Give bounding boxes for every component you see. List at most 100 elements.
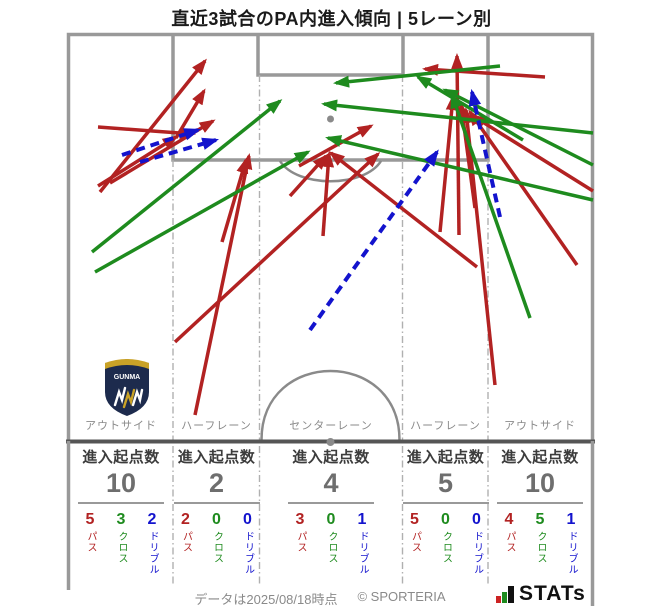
footer: データは2025/08/18時点 © SPORTERIA: [140, 589, 500, 608]
dribble-label: ドリブル: [566, 531, 577, 576]
pass-label: パス: [180, 531, 192, 554]
stat-underline: [78, 501, 164, 504]
data-date-note: データは2025/08/18時点: [194, 592, 338, 607]
stats-column-outside-left: 進入起点数 10 5 パス 3 クロス 2 ドリブル: [70, 446, 172, 577]
lane-label-half-right: ハーフレーン: [410, 420, 481, 432]
dribble-label: ドリブル: [242, 531, 254, 576]
stat-underline: [402, 501, 489, 504]
stats-column-centre: 進入起点数 4 3 パス 0 クロス 1 ドリブル: [261, 446, 401, 577]
stat-underline: [173, 501, 260, 504]
dribble-count: 1: [566, 510, 576, 528]
pass-label: パス: [85, 531, 96, 554]
dribble-label: ドリブル: [357, 531, 368, 576]
cross-label: クロス: [116, 531, 127, 565]
stat-header: 進入起点数: [177, 449, 256, 466]
page-title: 直近3試合のPA内進入傾向 | 5レーン別: [171, 9, 492, 29]
stats-column-half-right: 進入起点数 5 5 パス 0 クロス 0 ドリブル: [402, 446, 489, 577]
entry-arrow-cross: [94, 150, 311, 274]
cross-count: 5: [535, 510, 545, 528]
crest-shield: [105, 359, 149, 416]
entry-arrow-dribble: [121, 128, 201, 157]
entry-arrow-pass: [321, 150, 335, 237]
pass-label: パス: [295, 531, 306, 554]
stat-underline: [288, 501, 374, 504]
team-crest: GUNMA: [105, 359, 149, 416]
cross-count: 0: [326, 510, 336, 528]
copyright: © SPORTERIA: [357, 589, 446, 604]
dribble-count: 0: [243, 510, 252, 528]
stat-header: 進入起点数: [82, 449, 160, 466]
entry-arrow-pass: [288, 153, 329, 198]
cross-count: 0: [441, 510, 450, 528]
dribble-count: 2: [147, 510, 157, 528]
cross-count: 0: [212, 510, 221, 528]
lane-label-outside-right: アウトサイド: [504, 420, 576, 432]
penalty-arc: [278, 160, 383, 183]
entry-arrow-cross: [90, 99, 283, 254]
penalty-area: [171, 34, 490, 162]
lane-label-half-left: ハーフレーン: [181, 420, 252, 432]
stat-header: 進入起点数: [501, 449, 579, 466]
pass-count: 5: [85, 510, 95, 528]
origins-count: 5: [437, 468, 454, 498]
entry-arrow-pass: [461, 106, 497, 386]
cross-label: クロス: [211, 531, 223, 565]
pass-label: パス: [504, 531, 515, 554]
entry-arrow-dribble: [308, 149, 439, 332]
entry-arrow-dribble: [139, 137, 220, 164]
entry-arrow-pass: [451, 52, 464, 236]
crest-band: [105, 359, 149, 369]
entry-arrow-cross: [415, 75, 524, 142]
pass-count: 2: [181, 510, 190, 528]
stat-header: 進入起点数: [406, 449, 485, 466]
pitch-border: [66, 32, 595, 440]
cross-count: 3: [116, 510, 126, 528]
entry-arrow-pass: [468, 109, 579, 267]
lane-label-outside-left: アウトサイド: [85, 420, 157, 432]
entry-arrow-pass: [470, 114, 594, 193]
crest-text: GUNMA: [114, 374, 140, 381]
pass-count: 3: [295, 510, 305, 528]
entry-arrow-pass: [173, 151, 381, 344]
lane-label-centre: センターレーン: [289, 420, 373, 432]
stats-column-half-left: 進入起点数 2 2 パス 0 クロス 0 ドリブル: [173, 446, 260, 577]
dribble-count: 0: [472, 510, 481, 528]
entry-arrow-pass: [220, 157, 249, 243]
entry-arrow-pass: [97, 135, 179, 188]
pass-count: 5: [410, 510, 419, 528]
dribble-count: 1: [357, 510, 367, 528]
dribble-label: ドリブル: [471, 531, 483, 576]
entry-arrow-cross: [332, 64, 501, 88]
dribble-label: ドリブル: [147, 531, 158, 576]
entry-arrow-pass: [193, 153, 253, 416]
cross-label: クロス: [326, 531, 337, 565]
penalty-spot: [327, 115, 334, 123]
pass-count: 4: [504, 510, 514, 528]
entry-arrow-pass: [328, 151, 479, 269]
centre-spot: [326, 438, 335, 446]
bar-chart-icon: [496, 585, 514, 603]
stats-logo-text: STATs: [519, 582, 586, 605]
stats-logo: STATs: [496, 582, 586, 605]
stats-dividers: [172, 446, 489, 586]
crest-flames: [113, 386, 144, 409]
entry-arrow-cross: [450, 92, 532, 319]
cross-label: クロス: [440, 531, 452, 565]
entry-arrow-cross: [325, 135, 594, 202]
entry-arrow-pass: [98, 58, 207, 194]
lane-dividers: [172, 75, 489, 440]
origins-count: 4: [323, 468, 339, 498]
entry-arrow-pass: [174, 88, 206, 139]
stat-underline: [497, 501, 583, 504]
origins-count: 10: [524, 468, 556, 498]
goal-area: [256, 34, 405, 77]
centre-circle-arc: [260, 369, 401, 441]
entry-arrow-dribble: [468, 88, 502, 218]
pitch-arcs: [260, 160, 401, 441]
stat-header: 進入起点数: [292, 449, 370, 466]
origins-count: 10: [105, 468, 137, 498]
stats-side-borders: [66, 441, 595, 606]
pass-label: パス: [409, 531, 421, 554]
